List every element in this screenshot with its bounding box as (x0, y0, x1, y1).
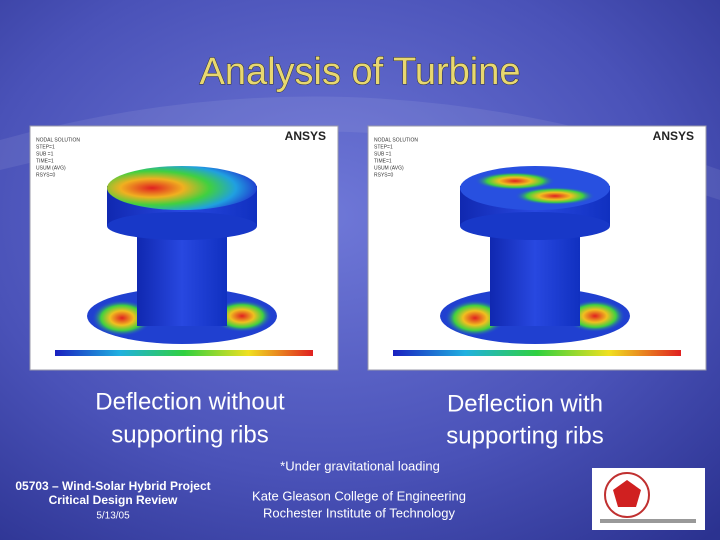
color-bar (55, 350, 313, 356)
color-bar (393, 350, 681, 356)
panel-text: TIME=1 (36, 158, 54, 164)
caption: supporting ribs (446, 422, 603, 449)
note: *Under gravitational loading (280, 458, 440, 473)
footer-text: Critical Design Review (49, 493, 178, 507)
slide-title: Analysis of Turbine (199, 51, 520, 93)
footer-text: 5/13/05 (96, 511, 130, 522)
panel-text: STEP=1 (36, 144, 55, 150)
ansys-logo: ANSYS (653, 129, 694, 143)
caption: Deflection with (447, 390, 603, 417)
panel-text: USUM (AVG) (36, 165, 66, 171)
hotspot (475, 172, 555, 190)
drum-bottom (107, 212, 257, 240)
footer-text: 05703 – Wind-Solar Hybrid Project (15, 479, 210, 493)
panel-text: TIME=1 (374, 158, 392, 164)
panel-text: SUB =1 (36, 151, 54, 157)
sheen (0, 96, 720, 200)
hotspot (515, 187, 595, 205)
footer-text: Kate Gleason College of Engineering (252, 488, 466, 503)
ansys-logo: ANSYS (285, 129, 326, 143)
panel-text: SUB =1 (374, 151, 392, 157)
panel-text: RSYS=0 (374, 172, 394, 178)
top-disk (107, 166, 257, 210)
caption: Deflection without (95, 388, 285, 415)
panel-text: STEP=1 (374, 144, 393, 150)
panel-text: RSYS=0 (36, 172, 56, 178)
caption: supporting ribs (111, 421, 268, 448)
drum-bottom (460, 212, 610, 240)
panel-text: NODAL SOLUTION (374, 137, 418, 143)
panel-text: USUM (AVG) (374, 165, 404, 171)
panel-text: NODAL SOLUTION (36, 137, 80, 143)
logo (592, 468, 705, 530)
footer-text: Rochester Institute of Technology (263, 505, 455, 520)
